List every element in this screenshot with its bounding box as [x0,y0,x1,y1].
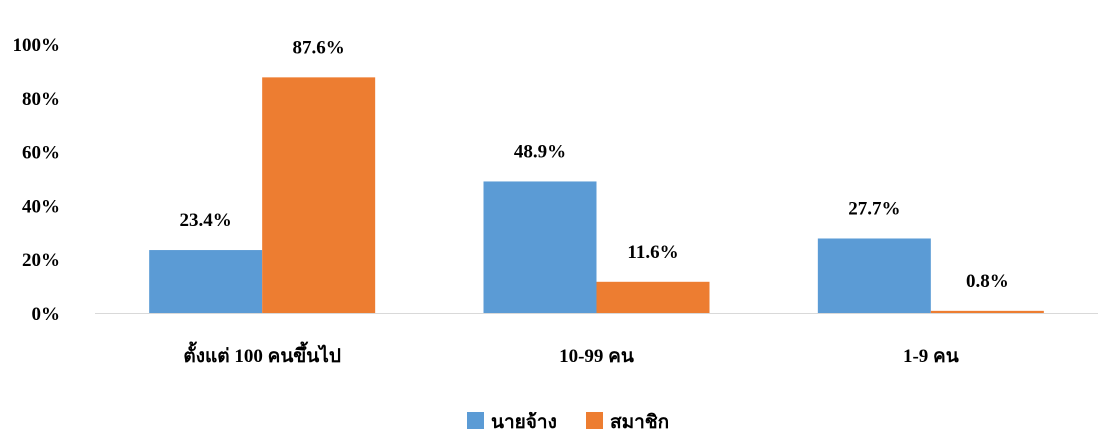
legend-swatch-member [586,412,603,429]
y-tick-label: 40% [22,196,60,217]
y-tick-label: 60% [22,143,60,164]
y-tick-label: 80% [22,89,60,110]
data-label: 23.4% [180,210,232,231]
y-tick-label: 100% [13,35,61,56]
y-tick-label: 20% [22,250,60,271]
bar-member [262,77,376,313]
x-category-label: ตั้งแต่ 100 คนขึ้นไป [183,341,341,367]
x-category-label: 10-99 คน [559,346,634,367]
data-label: 27.7% [848,198,900,219]
bar-member [930,310,1044,313]
bar-member [596,281,710,313]
data-label: 11.6% [627,242,678,263]
data-label: 87.6% [293,37,345,58]
legend-label-member: สมาชิก [610,412,669,433]
bar-employer [149,250,263,313]
legend-label-employer: นายจ้าง [491,411,557,433]
y-tick-label: 0% [32,304,61,325]
data-label: 0.8% [966,271,1009,292]
legend-swatch-employer [467,412,484,429]
x-category-label: 1-9 คน [903,346,959,367]
bar-employer [483,181,597,313]
data-label: 48.9% [514,141,566,162]
bar-employer [817,238,931,313]
